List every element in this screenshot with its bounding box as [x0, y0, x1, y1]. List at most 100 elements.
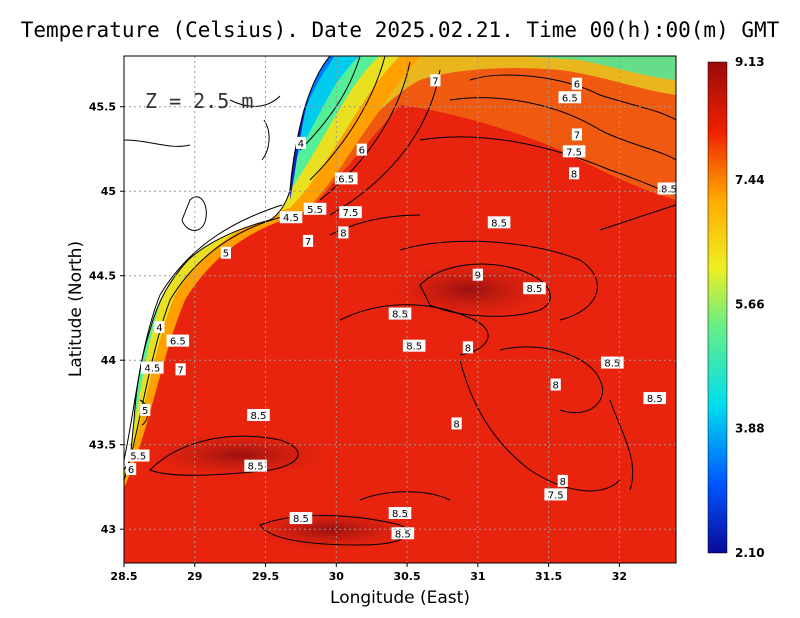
contour-label-box — [462, 341, 474, 354]
contour-label: 6 — [128, 465, 134, 476]
contour-label-box — [356, 143, 367, 156]
colorbar — [707, 61, 728, 554]
contour-label: 8.5 — [661, 185, 677, 196]
contour-label-box — [571, 128, 583, 141]
green-patch — [520, 56, 676, 80]
contour-label-box — [154, 321, 165, 334]
contour-label: 6.5 — [338, 174, 354, 185]
plot-frame — [123, 55, 677, 564]
contour-label: 7 — [305, 237, 311, 248]
contour-label: 8 — [553, 381, 559, 392]
y-tick-label: 45 — [101, 185, 116, 198]
contour-label-box — [568, 167, 580, 180]
contour-label: 7.5 — [548, 490, 564, 501]
x-tick-label: 31 — [470, 570, 485, 583]
contour-label: 8 — [571, 169, 577, 180]
y-axis-ticks: 43 43.5 44 44.5 45 45.5 — [89, 101, 124, 536]
contour-label: 8 — [560, 477, 566, 488]
depth-label: Z = 2.5 m — [145, 89, 253, 113]
contour-label-box — [523, 282, 546, 295]
contour-label: 8.5 — [395, 529, 411, 540]
contour-label-box — [339, 206, 362, 219]
colorbar-label: 7.44 — [735, 173, 765, 187]
map-field: 766.577.588.5466.55.54.57.58758.598.58.5… — [124, 56, 677, 563]
contour-label-box — [601, 356, 624, 369]
x-tick-label: 29 — [187, 570, 202, 583]
contour-label-box — [402, 339, 426, 352]
warm-core — [150, 433, 330, 477]
contour-label: 8.5 — [251, 411, 267, 422]
x-axis-label: Longitude (East) — [330, 588, 470, 608]
contour-label: 8.5 — [647, 394, 663, 405]
contour-label: 8.5 — [248, 462, 264, 473]
contour-label-box — [472, 268, 483, 281]
contour-label-box — [544, 488, 567, 501]
contour-label-box — [303, 202, 327, 215]
contour-label: 5 — [223, 249, 229, 260]
contour-label: 4 — [298, 139, 304, 150]
contour-label-box — [487, 216, 511, 229]
colorbar-label: 3.88 — [735, 422, 765, 436]
contour-label-box — [338, 226, 349, 239]
contour-label-box — [244, 459, 267, 472]
colorbar-label: 9.13 — [735, 55, 765, 69]
contour-label: 6.5 — [170, 337, 186, 348]
grid-lines — [124, 56, 676, 563]
contour-label-box — [391, 527, 415, 540]
contour-label: 8.5 — [604, 359, 620, 370]
contour-label: 5.5 — [307, 205, 323, 216]
contour-label: 7 — [574, 130, 580, 141]
contour-label: 7.5 — [343, 208, 359, 219]
orange-band — [310, 56, 676, 210]
contour-label: 8.5 — [293, 514, 309, 525]
contour-label-box — [166, 334, 190, 347]
contour-label-box — [247, 408, 270, 421]
contour-label-box — [388, 307, 412, 320]
contour-label-box — [295, 136, 307, 149]
contour-label: 8 — [340, 228, 346, 239]
x-tick-label: 31.5 — [535, 570, 562, 583]
contour-label: 6 — [574, 80, 580, 91]
contour-label-box — [571, 77, 583, 90]
contour-label-box — [430, 74, 441, 87]
contour-label-box — [289, 512, 313, 525]
y-tick-label: 43 — [101, 523, 116, 536]
contour-label-box — [302, 234, 314, 247]
contour-label: 4 — [156, 323, 162, 334]
chart-title: Temperature (Celsius). Date 2025.02.21. … — [20, 18, 780, 42]
y-tick-label: 43.5 — [89, 439, 116, 452]
contour-label: 5 — [142, 406, 148, 417]
contour-label-box — [279, 211, 303, 224]
colorbar-label: 5.66 — [735, 297, 765, 311]
contour-label-box — [657, 182, 676, 195]
colorbar-labels: 9.13 7.44 5.66 3.88 2.10 — [735, 55, 765, 560]
contour-label: 8.5 — [491, 218, 507, 229]
contour-label: 5.5 — [130, 452, 146, 463]
contour-label-box — [558, 91, 582, 104]
y-tick-label: 44.5 — [89, 270, 116, 283]
contour-labels: 766.577.588.5466.55.54.57.58758.598.58.5… — [125, 74, 677, 540]
contour-label: 8 — [453, 419, 459, 430]
x-tick-label: 28.5 — [110, 570, 137, 583]
contour-label-box — [141, 361, 164, 374]
contour-label-box — [334, 172, 358, 185]
contour-label: 4.5 — [283, 213, 299, 224]
contour-label-box — [562, 145, 586, 158]
y-axis-label: Latitude (North) — [66, 240, 86, 378]
contour-label-box — [220, 246, 232, 259]
x-tick-label: 29.5 — [252, 570, 279, 583]
contour-label-box — [140, 403, 151, 416]
contour-label-box — [175, 363, 186, 376]
contour-label: 8.5 — [406, 342, 422, 353]
contour-label: 4.5 — [144, 364, 160, 375]
contour-label-box — [126, 449, 150, 462]
contour-label: 6.5 — [562, 93, 578, 104]
colorbar-label: 2.10 — [735, 546, 765, 560]
contour-label-box — [451, 417, 462, 430]
contour-label: 6 — [359, 146, 365, 157]
contour-label: 8.5 — [392, 509, 408, 520]
contour-label: 8 — [465, 343, 471, 354]
x-axis-ticks: 28.5 29 29.5 30 30.5 31 31.5 32 — [110, 563, 627, 583]
lake-outline — [181, 196, 207, 231]
